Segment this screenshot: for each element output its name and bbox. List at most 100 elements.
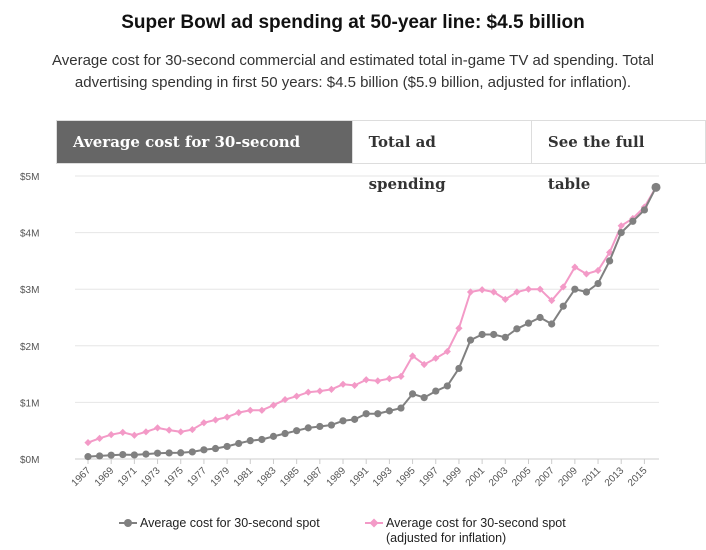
data-point-nominal — [119, 450, 127, 459]
x-tick-label: 1975 — [162, 465, 186, 489]
data-point-adjusted — [501, 295, 509, 303]
y-tick-label: $3M — [20, 285, 39, 296]
data-point-adjusted — [478, 286, 486, 294]
data-point-nominal — [606, 257, 614, 265]
data-point-adjusted — [466, 288, 475, 296]
data-point-adjusted — [617, 222, 625, 230]
data-point-nominal — [420, 393, 428, 402]
chart-title: Super Bowl ad spending at 50-year line: … — [121, 12, 585, 33]
data-point-nominal — [235, 439, 243, 448]
data-point-nominal — [640, 206, 649, 214]
data-point-nominal — [617, 229, 625, 237]
data-point-nominal — [269, 432, 278, 440]
tab-full-table[interactable]: See the full table — [531, 121, 705, 193]
data-point-adjusted — [536, 285, 544, 293]
tab-bar: Average cost for 30-second spot Total ad… — [56, 120, 706, 193]
data-point-nominal — [130, 451, 138, 459]
data-point-nominal — [107, 451, 115, 459]
data-point-adjusted — [513, 288, 521, 296]
data-point-adjusted — [258, 406, 266, 414]
data-point-nominal — [362, 410, 370, 418]
x-tick-label: 2015 — [626, 465, 650, 489]
x-tick-label: 2007 — [533, 465, 557, 489]
x-tick-label: 1989 — [325, 465, 349, 489]
y-tick-label: $0M — [20, 455, 39, 466]
data-point-adjusted — [165, 426, 173, 434]
data-point-adjusted — [327, 385, 336, 393]
data-point-nominal — [165, 449, 173, 457]
tab-total-ad-spending[interactable]: Total ad spending — [352, 121, 532, 193]
data-point-nominal — [408, 390, 417, 398]
data-point-nominal — [559, 302, 567, 310]
legend-circle-marker-icon — [119, 519, 137, 527]
y-tick-label: $4M — [20, 229, 39, 240]
x-tick-label: 1999 — [441, 465, 465, 489]
series-line-adjusted — [87, 186, 657, 444]
x-tick-label: 1967 — [70, 465, 94, 489]
legend-item-adjusted: Average cost for 30-second spot (adjuste… — [364, 516, 566, 546]
data-point-adjusted — [223, 413, 231, 421]
data-point-nominal — [188, 448, 196, 456]
data-point-nominal — [153, 449, 162, 457]
data-point-adjusted — [548, 296, 556, 305]
x-tick-label: 1981 — [232, 465, 256, 489]
data-point-nominal — [246, 437, 254, 445]
data-point-nominal — [432, 387, 440, 395]
data-point-adjusted — [119, 428, 127, 436]
data-point-nominal — [594, 279, 602, 288]
data-point-adjusted — [95, 434, 104, 442]
data-point-adjusted — [200, 419, 208, 427]
data-point-nominal — [258, 435, 266, 444]
data-point-nominal — [524, 319, 533, 327]
x-tick-label: 2013 — [603, 465, 627, 489]
data-point-nominal — [582, 288, 591, 296]
data-point-adjusted — [339, 380, 347, 388]
data-point-adjusted — [316, 387, 324, 395]
data-point-nominal — [397, 404, 405, 412]
data-point-adjusted — [293, 392, 301, 400]
x-tick-label: 1969 — [93, 465, 117, 489]
x-tick-label: 1995 — [394, 465, 418, 489]
data-point-nominal — [536, 313, 544, 322]
data-point-nominal — [223, 442, 231, 451]
data-point-adjusted — [177, 428, 185, 436]
data-point-adjusted — [582, 270, 591, 278]
y-tick-label: $1M — [20, 398, 39, 409]
data-point-nominal — [443, 382, 451, 390]
data-point-nominal — [200, 446, 208, 454]
data-point-adjusted — [374, 377, 382, 385]
data-point-nominal — [548, 320, 556, 328]
data-point-adjusted — [153, 424, 162, 432]
data-point-adjusted — [130, 431, 138, 439]
data-point-nominal — [385, 407, 393, 415]
tab-average-cost[interactable]: Average cost for 30-second spot — [57, 121, 353, 193]
data-point-nominal — [211, 444, 220, 453]
data-point-nominal — [478, 330, 486, 339]
data-point-adjusted — [559, 283, 567, 291]
x-tick-label: 2003 — [487, 465, 511, 489]
data-point-nominal — [629, 217, 637, 225]
data-point-adjusted — [281, 395, 289, 404]
x-tick-label: 1991 — [348, 465, 372, 489]
data-point-adjusted — [107, 431, 115, 439]
legend-diamond-marker-icon — [365, 518, 383, 528]
data-point-nominal — [339, 417, 347, 425]
data-point-adjusted — [432, 354, 440, 362]
x-tick-label: 1993 — [371, 465, 395, 489]
y-tick-label: $2M — [20, 342, 39, 353]
data-point-adjusted — [246, 406, 254, 414]
data-point-nominal — [351, 415, 359, 423]
x-tick-label: 1987 — [301, 465, 325, 489]
data-point-nominal — [513, 325, 521, 333]
data-point-nominal — [466, 336, 475, 344]
data-point-nominal — [142, 450, 150, 458]
legend-label-adjusted-line1: Average cost for 30-second spot — [386, 516, 566, 530]
data-point-adjusted — [490, 288, 498, 296]
legend: Average cost for 30-second spot Average … — [0, 514, 706, 550]
data-point-adjusted — [408, 352, 417, 360]
x-tick-label: 2009 — [556, 465, 580, 489]
data-point-adjusted — [362, 376, 370, 384]
data-point-adjusted — [304, 388, 312, 396]
x-tick-label: 1977 — [186, 465, 210, 489]
